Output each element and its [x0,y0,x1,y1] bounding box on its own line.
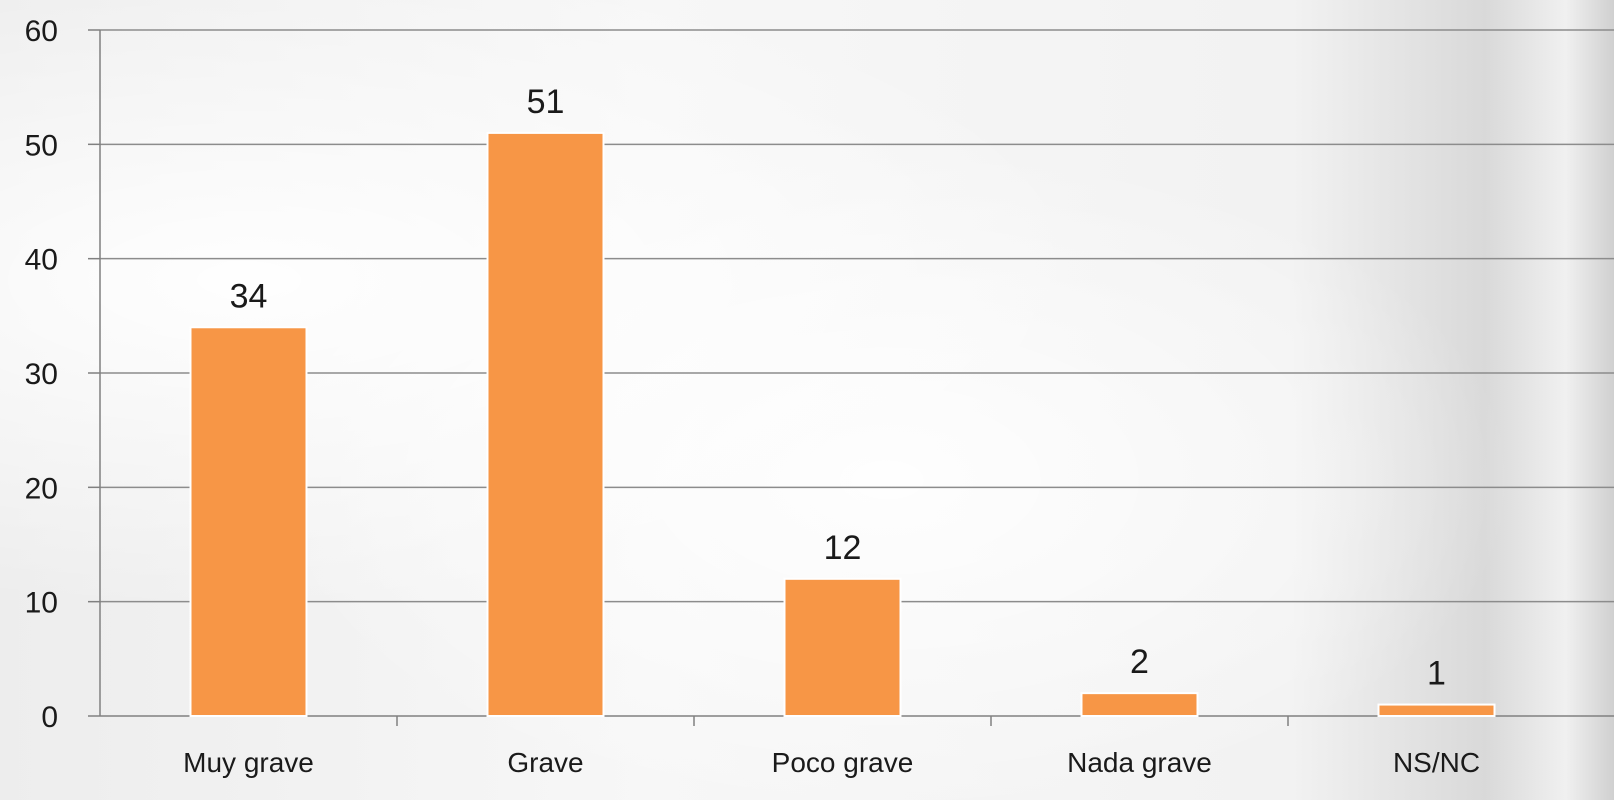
y-tick-label: 10 [25,587,58,620]
y-tick-label: 50 [25,129,58,162]
gridlines [100,29,1614,603]
bar-poco-grave [783,577,902,717]
x-category-label: NS/NC [1393,747,1480,778]
y-tick-label: 20 [25,472,58,505]
bar-nada-grave [1080,692,1199,718]
y-tick-label: 30 [25,358,58,391]
x-category-label: Grave [507,747,583,778]
bar-muy-grave [189,326,308,717]
y-tick-label: 60 [25,15,58,48]
bar-ns-nc [1377,703,1496,717]
y-tick-label: 40 [25,244,58,277]
data-label: 2 [1130,643,1149,681]
y-tick-label: 0 [41,701,58,734]
x-category-label: Muy grave [183,747,314,778]
x-category-label: Nada grave [1067,747,1212,778]
bar-grave [486,131,605,717]
x-category-label: Poco grave [772,747,914,778]
data-label: 12 [824,529,862,567]
data-label: 1 [1427,655,1446,693]
data-label: 51 [527,83,565,121]
bars [189,131,1496,718]
data-label: 34 [230,277,268,315]
